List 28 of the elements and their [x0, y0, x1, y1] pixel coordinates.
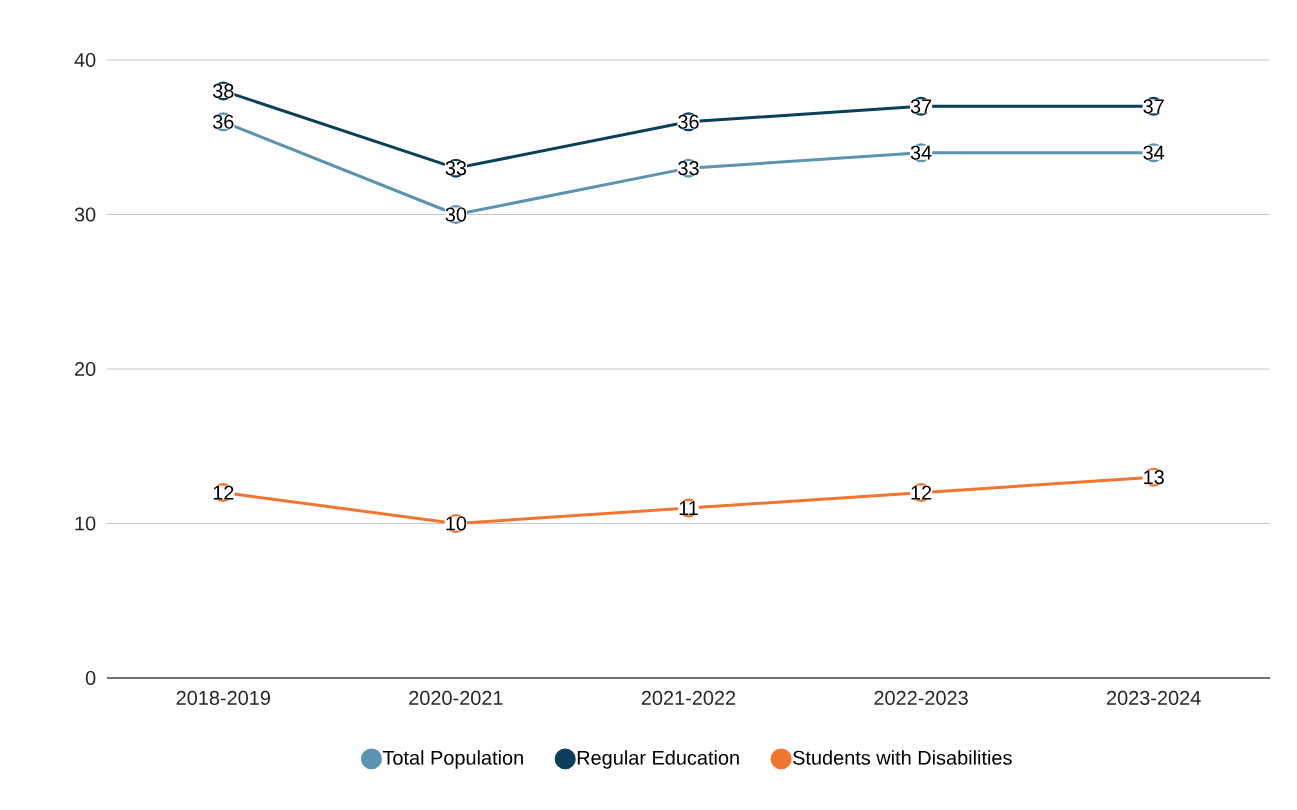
data-label: 33	[678, 161, 699, 176]
data-label: 33	[445, 161, 467, 176]
data-label: 12	[911, 485, 932, 500]
data-label: 34	[1143, 145, 1165, 160]
y-tick-label: 0	[85, 670, 96, 686]
data-label: 10	[446, 516, 467, 531]
data-label: 36	[212, 114, 234, 129]
data-label: 12	[213, 485, 234, 500]
legend-label: Total Population	[382, 750, 523, 769]
data-label: 30	[445, 207, 467, 222]
data-label: 36	[678, 114, 699, 129]
data-label: 34	[910, 145, 932, 160]
data-label: 11	[679, 501, 698, 515]
legend-label: Regular Education	[577, 750, 739, 769]
x-tick-label: 2022-2023	[874, 690, 968, 705]
y-tick-label: 40	[74, 52, 96, 68]
x-tick-label: 2023-2024	[1107, 690, 1201, 705]
data-label: 13	[1144, 470, 1164, 485]
x-tick-label: 2020-2021	[409, 690, 503, 705]
data-label: 37	[910, 99, 932, 114]
data-label: 37	[1143, 99, 1164, 114]
legend-label: Students with Disabilities	[793, 750, 1012, 765]
y-tick-label: 30	[74, 207, 96, 222]
data-label: 38	[212, 83, 234, 98]
x-tick-label: 2018-2019	[176, 690, 270, 705]
y-tick-label: 10	[75, 516, 96, 531]
x-tick-label: 2021-2022	[641, 690, 736, 705]
y-tick-label: 20	[75, 361, 96, 377]
